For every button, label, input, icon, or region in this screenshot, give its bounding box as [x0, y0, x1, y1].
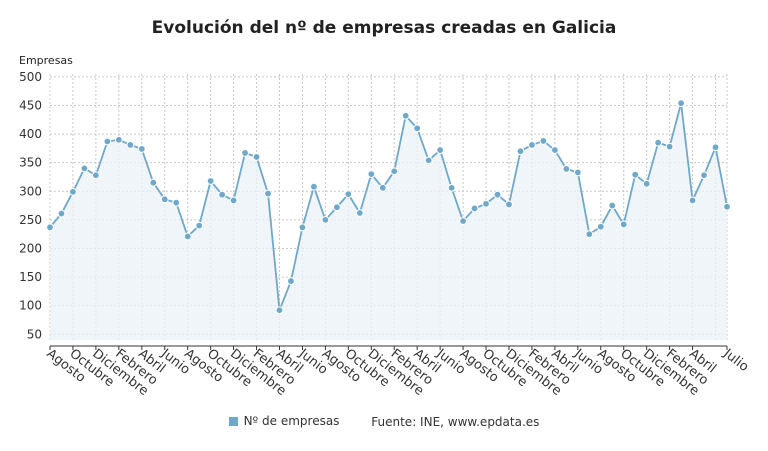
data-point[interactable] — [390, 167, 399, 176]
data-point[interactable] — [46, 223, 54, 232]
data-point[interactable] — [137, 145, 146, 153]
y-axis-ticks: 50 100 150 200 250 300 350 400 450 500 — [19, 70, 42, 341]
legend-label: Nº de empresas — [243, 414, 340, 428]
data-point[interactable] — [424, 156, 433, 165]
data-point[interactable] — [287, 277, 295, 285]
data-point[interactable] — [723, 202, 731, 211]
data-point[interactable] — [252, 153, 261, 161]
data-point[interactable] — [447, 183, 456, 192]
data-point[interactable] — [332, 203, 341, 212]
data-point[interactable] — [229, 196, 238, 205]
data-point[interactable] — [585, 230, 594, 239]
data-point[interactable] — [69, 187, 77, 196]
data-point[interactable] — [149, 178, 158, 187]
data-point[interactable] — [677, 99, 686, 108]
data-point[interactable] — [114, 135, 123, 144]
x-tick-label: Julio — [720, 346, 752, 375]
data-point[interactable] — [172, 198, 181, 207]
legend-item[interactable]: Nº de empresas — [228, 414, 340, 428]
y-tick-label: 150 — [19, 270, 42, 284]
data-point[interactable] — [459, 217, 467, 225]
data-point[interactable] — [183, 232, 192, 241]
data-point[interactable] — [642, 179, 651, 188]
legend-swatch-icon — [228, 416, 238, 426]
data-point[interactable] — [401, 111, 410, 120]
data-point[interactable] — [631, 170, 640, 179]
x-axis-ticks: AgostoOctubreDiciembreFebreroAbrilJunioA… — [44, 346, 752, 399]
data-point[interactable] — [573, 168, 582, 177]
data-point[interactable] — [493, 190, 502, 199]
data-point[interactable] — [80, 164, 89, 173]
data-point[interactable] — [562, 165, 571, 173]
y-tick-label: 100 — [19, 299, 42, 313]
data-point[interactable] — [608, 201, 617, 210]
data-point[interactable] — [344, 190, 353, 199]
data-point[interactable] — [57, 209, 66, 218]
data-point[interactable] — [378, 183, 387, 192]
data-point[interactable] — [654, 138, 663, 147]
data-point[interactable] — [470, 204, 479, 213]
y-tick-label: 400 — [19, 127, 42, 141]
data-point[interactable] — [298, 223, 307, 232]
legend: Nº de empresas Fuente: INE, www.epdata.e… — [0, 414, 768, 429]
data-points — [46, 99, 731, 315]
y-axis-label: Empresas — [19, 54, 73, 67]
data-point[interactable] — [264, 189, 272, 198]
data-point[interactable] — [241, 149, 249, 157]
y-tick-label: 500 — [19, 70, 42, 84]
data-point[interactable] — [91, 171, 100, 180]
data-point[interactable] — [688, 196, 697, 205]
data-point[interactable] — [275, 306, 284, 315]
y-tick-label: 200 — [19, 241, 42, 255]
data-point[interactable] — [596, 222, 605, 231]
data-point[interactable] — [539, 137, 548, 145]
data-point[interactable] — [195, 221, 204, 230]
y-tick-label: 350 — [19, 156, 42, 170]
y-tick-label: 250 — [19, 213, 42, 227]
data-point[interactable] — [665, 142, 674, 151]
chart-title: Evolución del nº de empresas creadas en … — [151, 18, 617, 38]
data-point[interactable] — [516, 147, 525, 156]
data-point[interactable] — [528, 141, 536, 149]
data-point[interactable] — [505, 200, 513, 209]
data-point[interactable] — [355, 209, 364, 217]
data-point[interactable] — [436, 146, 445, 154]
data-point[interactable] — [413, 124, 422, 133]
data-point[interactable] — [103, 137, 112, 146]
data-point[interactable] — [321, 215, 330, 224]
y-tick-label: 450 — [19, 98, 42, 112]
data-point[interactable] — [160, 195, 169, 204]
data-point[interactable] — [367, 170, 376, 179]
data-point[interactable] — [126, 141, 135, 149]
data-point[interactable] — [550, 146, 559, 154]
series-area-fill — [50, 103, 727, 340]
y-tick-label: 300 — [19, 184, 42, 198]
source-note: Fuente: INE, www.epdata.es — [371, 414, 540, 429]
data-point[interactable] — [619, 220, 628, 229]
data-point[interactable] — [218, 190, 227, 199]
y-tick-label: 50 — [27, 327, 42, 341]
data-point[interactable] — [700, 171, 708, 180]
data-point[interactable] — [206, 177, 215, 185]
data-point[interactable] — [310, 182, 318, 191]
data-point[interactable] — [711, 143, 720, 152]
data-point[interactable] — [482, 199, 490, 208]
